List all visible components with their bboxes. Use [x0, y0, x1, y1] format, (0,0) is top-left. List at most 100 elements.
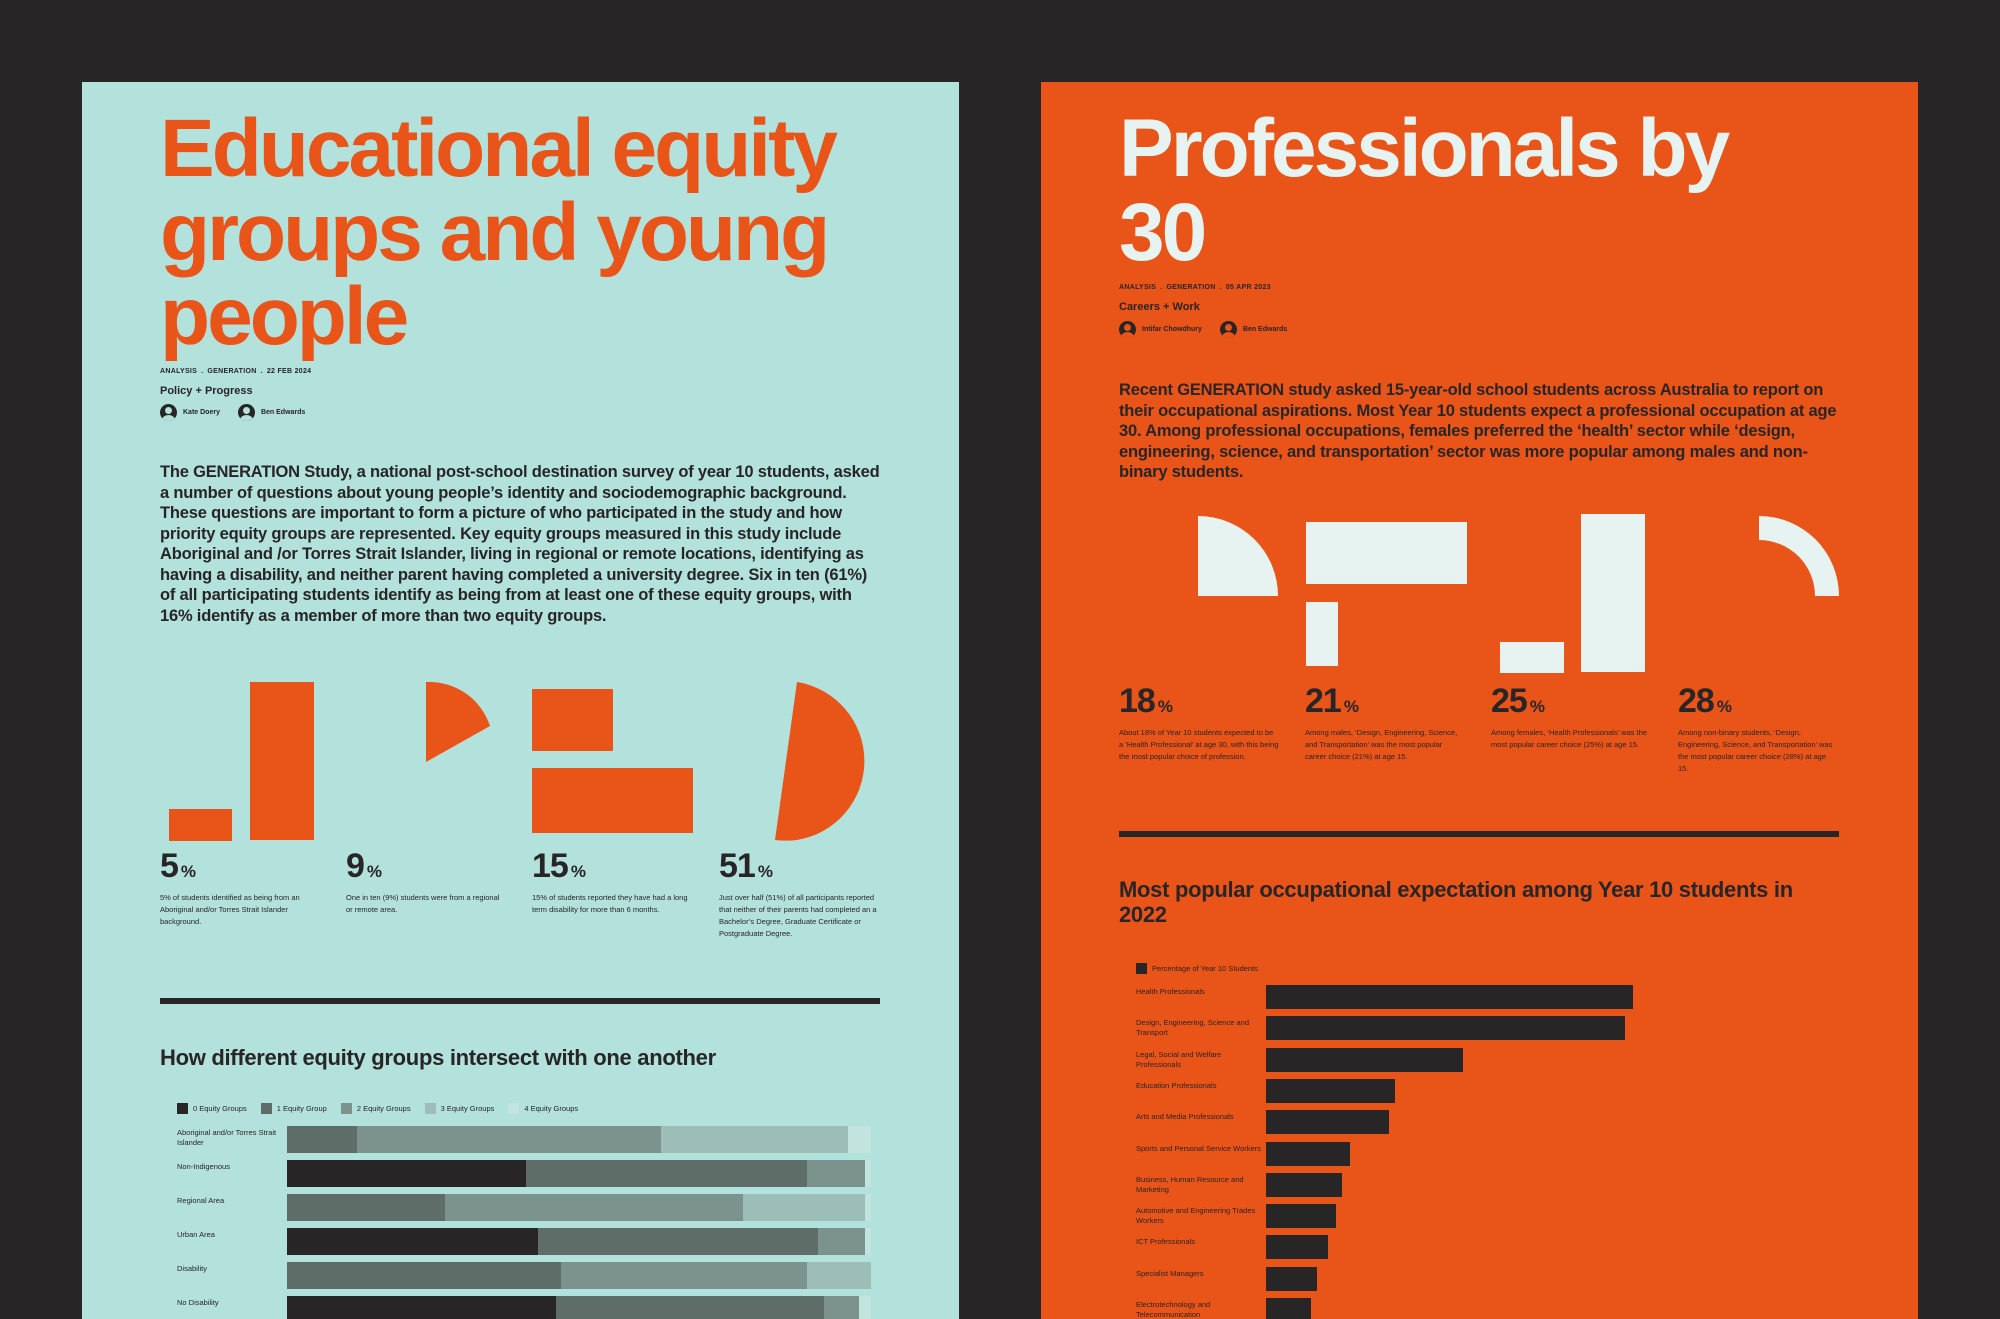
stat-shape-tall-block [250, 682, 314, 840]
bar [1266, 1298, 1312, 1319]
intro-paragraph: The GENERATION Study, a national post-sc… [160, 463, 880, 625]
legend-item: 0 Equity Groups [177, 1103, 247, 1114]
bar-segment [660, 1126, 848, 1153]
article-meta: ANALYSIS. GENERATION. 05 APR 2023 [1119, 284, 1275, 291]
stat-value: 28% [1678, 682, 1838, 721]
stat-unit: % [1529, 697, 1545, 716]
bar [1266, 1266, 1318, 1291]
stacked-bar [287, 1262, 871, 1289]
legend-label: 4 Equity Groups [524, 1104, 579, 1113]
stat-unit: % [180, 862, 196, 881]
author: Ben Edwards [237, 404, 306, 421]
stat-value: 9% [346, 847, 506, 886]
poster-title: Educational equity groups and young peop… [160, 103, 838, 362]
stat-block: 18% About 18% of Year 10 students expect… [1119, 682, 1279, 763]
stat-number: 15 [532, 847, 569, 885]
stat-shape-quarter [426, 682, 490, 762]
bar-segment [287, 1126, 358, 1153]
legend-swatch [340, 1103, 352, 1114]
avatar [160, 404, 177, 421]
stacked-bar [287, 1194, 871, 1221]
legend-swatch [177, 1103, 188, 1114]
author-name: Ben Edwards [260, 409, 306, 416]
bar-segment [357, 1126, 661, 1153]
row-label: Electrotechnology and Telecommunication [1136, 1300, 1211, 1319]
chart-legend: 0 Equity Groups 1 Equity Group 2 Equity Gr… [177, 1103, 578, 1114]
bar [1266, 1016, 1625, 1041]
stat-description: Just over half (51%) of all participants… [719, 893, 877, 938]
stat-number: 21 [1305, 682, 1342, 720]
legend-label: 0 Equity Groups [193, 1104, 247, 1113]
author-name: Intifar Chowdhury [1142, 326, 1202, 333]
row-label: Automotive and Engineering Trades Worker… [1136, 1206, 1256, 1226]
row-label: Design, Engineering, Science and Transpo… [1136, 1018, 1249, 1038]
bar-segment [847, 1126, 871, 1153]
avatar [237, 404, 255, 421]
stat-shape-small-block [1306, 602, 1338, 666]
legend-label: Percentage of Year 10 Students [1152, 964, 1258, 973]
stat-value: 21% [1305, 682, 1465, 721]
bar-segment [538, 1228, 819, 1255]
section-divider [1119, 831, 1839, 837]
avatar [1219, 321, 1237, 338]
bar [1266, 985, 1633, 1009]
authors: Kate Doery Ben Edwards [160, 404, 305, 421]
avatar [1119, 321, 1136, 338]
stat-value: 25% [1491, 682, 1651, 721]
row-label: Specialist Managers [1136, 1268, 1204, 1278]
bar [1266, 1141, 1351, 1166]
stacked-bar [287, 1126, 871, 1153]
row-label: ICT Professionals [1136, 1237, 1196, 1247]
section-divider [160, 998, 880, 1004]
row-label: Disability [177, 1264, 208, 1273]
stat-unit: % [757, 862, 773, 881]
meta-type: ANALYSIS [160, 368, 198, 375]
stacked-bar [287, 1296, 871, 1319]
meta-source: GENERATION [1166, 284, 1216, 291]
row-label: Business, Human Resource and Marketing [1136, 1174, 1244, 1194]
stat-block: 21% Among males, ‘Design, Engineering, S… [1305, 682, 1465, 763]
stat-number: 18 [1119, 682, 1156, 720]
stat-shape-low-block [1500, 642, 1564, 673]
row-label: Health Professionals [1136, 987, 1205, 996]
bar [1266, 1172, 1342, 1197]
row-label: Sports and Personal Service Workers [1136, 1143, 1261, 1153]
bar-segment [806, 1262, 871, 1289]
bar-segment [818, 1228, 866, 1255]
stat-description: About 18% of Year 10 students expected t… [1119, 728, 1279, 761]
stat-shape-wide-block [532, 768, 693, 833]
author-name: Ben Edwards [1242, 326, 1288, 333]
row-label: Non-Indigenous [177, 1162, 230, 1171]
row-label: Education Professionals [1136, 1080, 1217, 1090]
stat-shape-half-circle [775, 682, 865, 841]
stat-value: 18% [1119, 682, 1279, 721]
chart-title: Most popular occupational expectation am… [1119, 877, 1793, 927]
stat-value: 5% [160, 847, 320, 886]
stat-shape-quarter-circle [1198, 516, 1278, 596]
bar-segment [561, 1262, 807, 1289]
stat-description: 15% of students reported they have had a… [532, 893, 688, 914]
bar-segment [806, 1160, 866, 1187]
right-poster: Professionals by 30 ANALYSIS. GENERATION.… [1041, 82, 1918, 1319]
stacked-bar [287, 1160, 871, 1187]
stat-shape-arc [1759, 516, 1839, 596]
bar-segment [444, 1194, 743, 1221]
stat-number: 28 [1678, 682, 1715, 720]
bar-segment [287, 1194, 445, 1221]
meta-date: 22 FEB 2024 [266, 368, 312, 375]
bar-segment [287, 1262, 562, 1289]
bar-segment [287, 1296, 556, 1319]
stat-description: 5% of students identified as being from … [160, 893, 300, 926]
bar-segment [287, 1160, 527, 1187]
bar-segment [865, 1194, 871, 1221]
meta-sep: . [201, 368, 204, 375]
stat-number: 51 [719, 847, 756, 885]
stat-shape-small-block [169, 809, 232, 841]
row-label: Legal, Social and Welfare Professionals [1136, 1049, 1222, 1069]
legend-item: Percentage of Year 10 Students [1136, 963, 1258, 974]
intro-paragraph: Recent GENERATION study asked 15-year-ol… [1119, 381, 1837, 481]
row-label: Urban Area [177, 1230, 215, 1239]
bar [1266, 1110, 1389, 1135]
author: Kate Doery [160, 404, 220, 421]
meta-type: ANALYSIS [1119, 284, 1157, 291]
